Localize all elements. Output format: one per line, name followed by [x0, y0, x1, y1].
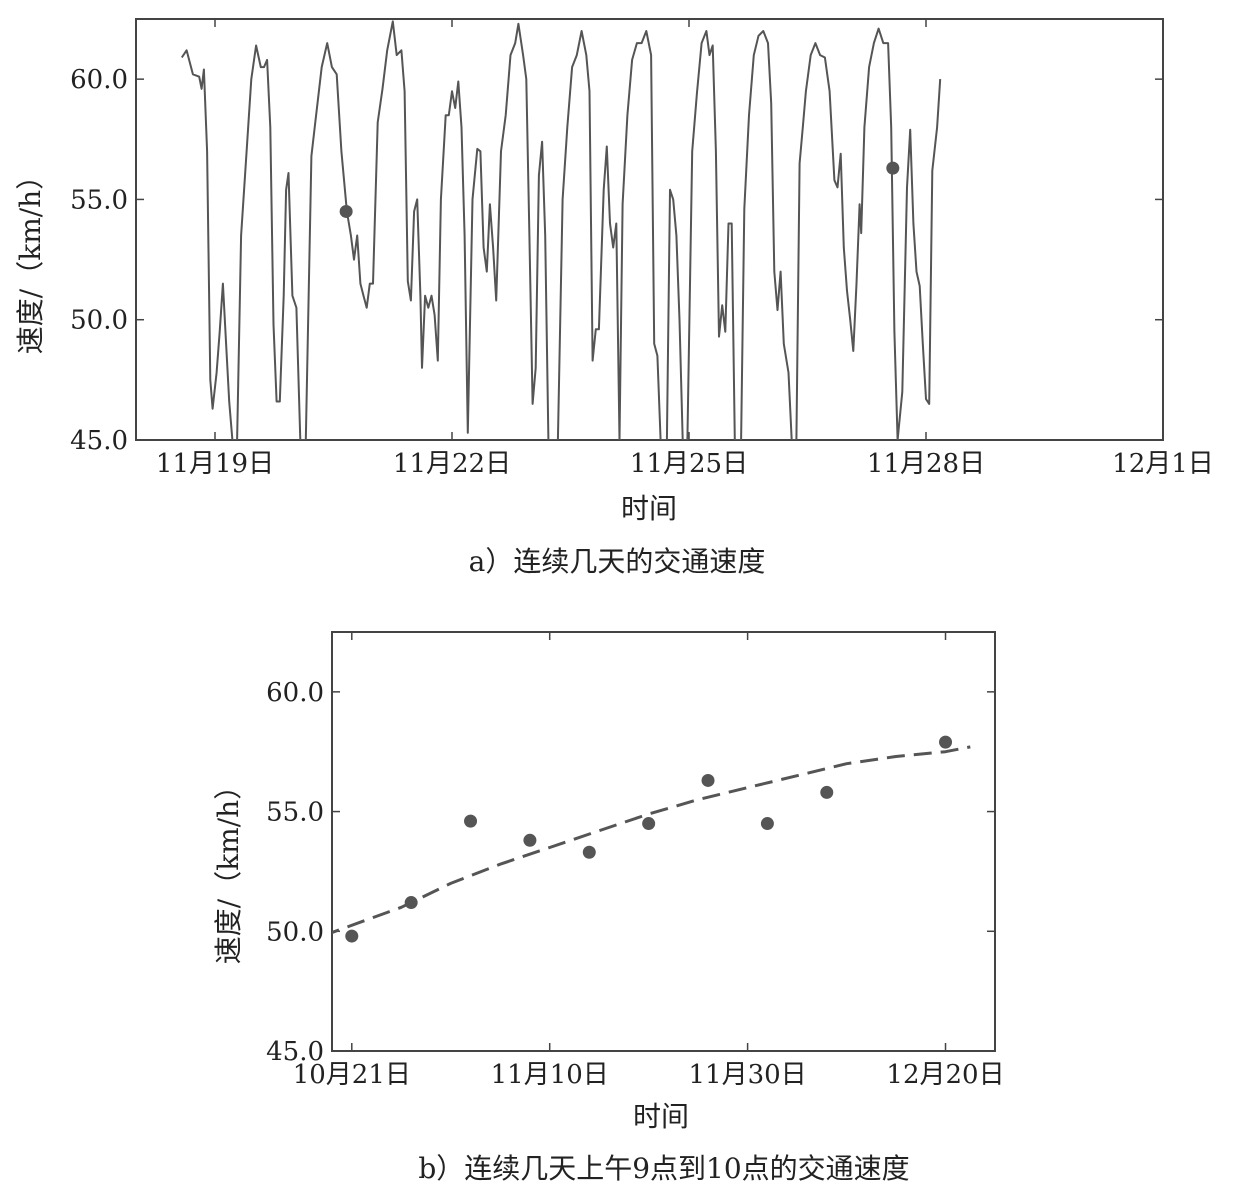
x-tick-label: 11月25日	[630, 449, 748, 479]
data-point	[642, 817, 656, 831]
x-tick-label: 11月28日	[867, 449, 985, 479]
data-point	[820, 785, 834, 799]
data-point	[523, 833, 537, 847]
data-point	[939, 735, 953, 749]
highlight-point	[339, 204, 353, 218]
chart-b-caption: b）连续几天上午9点到10点的交通速度	[418, 1152, 909, 1185]
chart-a-xlabel: 时间	[621, 492, 677, 525]
chart-a-caption: a）连续几天的交通速度	[469, 545, 766, 578]
y-tick-label: 60.0	[70, 65, 128, 95]
data-point	[345, 929, 359, 943]
y-tick-label: 60.0	[266, 678, 324, 708]
chart-b-ylabel: 速度/（km/h）	[212, 772, 245, 964]
chart-a-ylabel: 速度/（km/h）	[14, 162, 47, 354]
y-tick-label: 50.0	[70, 306, 128, 336]
chart-a-frame	[135, 18, 1164, 441]
trend-line	[332, 745, 971, 935]
x-tick-label: 11月30日	[689, 1060, 807, 1090]
y-tick-label: 50.0	[266, 917, 324, 947]
x-tick-label: 12月20日	[886, 1060, 1004, 1090]
data-point	[760, 817, 774, 831]
plot-area	[180, 20, 942, 440]
y-tick-label: 45.0	[70, 426, 128, 456]
data-point	[582, 845, 596, 859]
x-tick-label: 11月10日	[491, 1060, 609, 1090]
y-tick-label: 55.0	[70, 185, 128, 215]
chart-b-marks: 45.0 50.0 55.0 60.0 10月21日 11月10日 11月30日 12月20日	[266, 632, 1005, 1090]
x-tick-label: 11月19日	[156, 449, 274, 479]
data-point	[701, 773, 715, 787]
y-tick-label: 55.0	[266, 798, 324, 828]
x-tick-label: 11月22日	[393, 449, 511, 479]
chart-b-xlabel: 时间	[633, 1100, 689, 1133]
chart-a: 45.0 50.0 55.0 60.0 11月19日 11月22日 11月25日 11月28日…	[14, 18, 1214, 578]
x-tick-label: 10月21日	[293, 1060, 411, 1090]
chart-b-frame	[331, 631, 996, 1052]
chart-b: 45.0 50.0 55.0 60.0 10月21日 11月10日 11月30日 12月20日…	[212, 631, 1005, 1185]
data-point	[464, 814, 478, 828]
highlight-point	[886, 161, 900, 175]
chart-a-marks: 45.0 50.0 55.0 60.0 11月19日 11月22日 11月25日 11月28日…	[70, 19, 1214, 479]
x-tick-label: 12月1日	[1112, 449, 1214, 479]
plot-area	[332, 735, 971, 943]
series-line	[180, 20, 942, 440]
y-tick-label: 45.0	[266, 1037, 324, 1067]
